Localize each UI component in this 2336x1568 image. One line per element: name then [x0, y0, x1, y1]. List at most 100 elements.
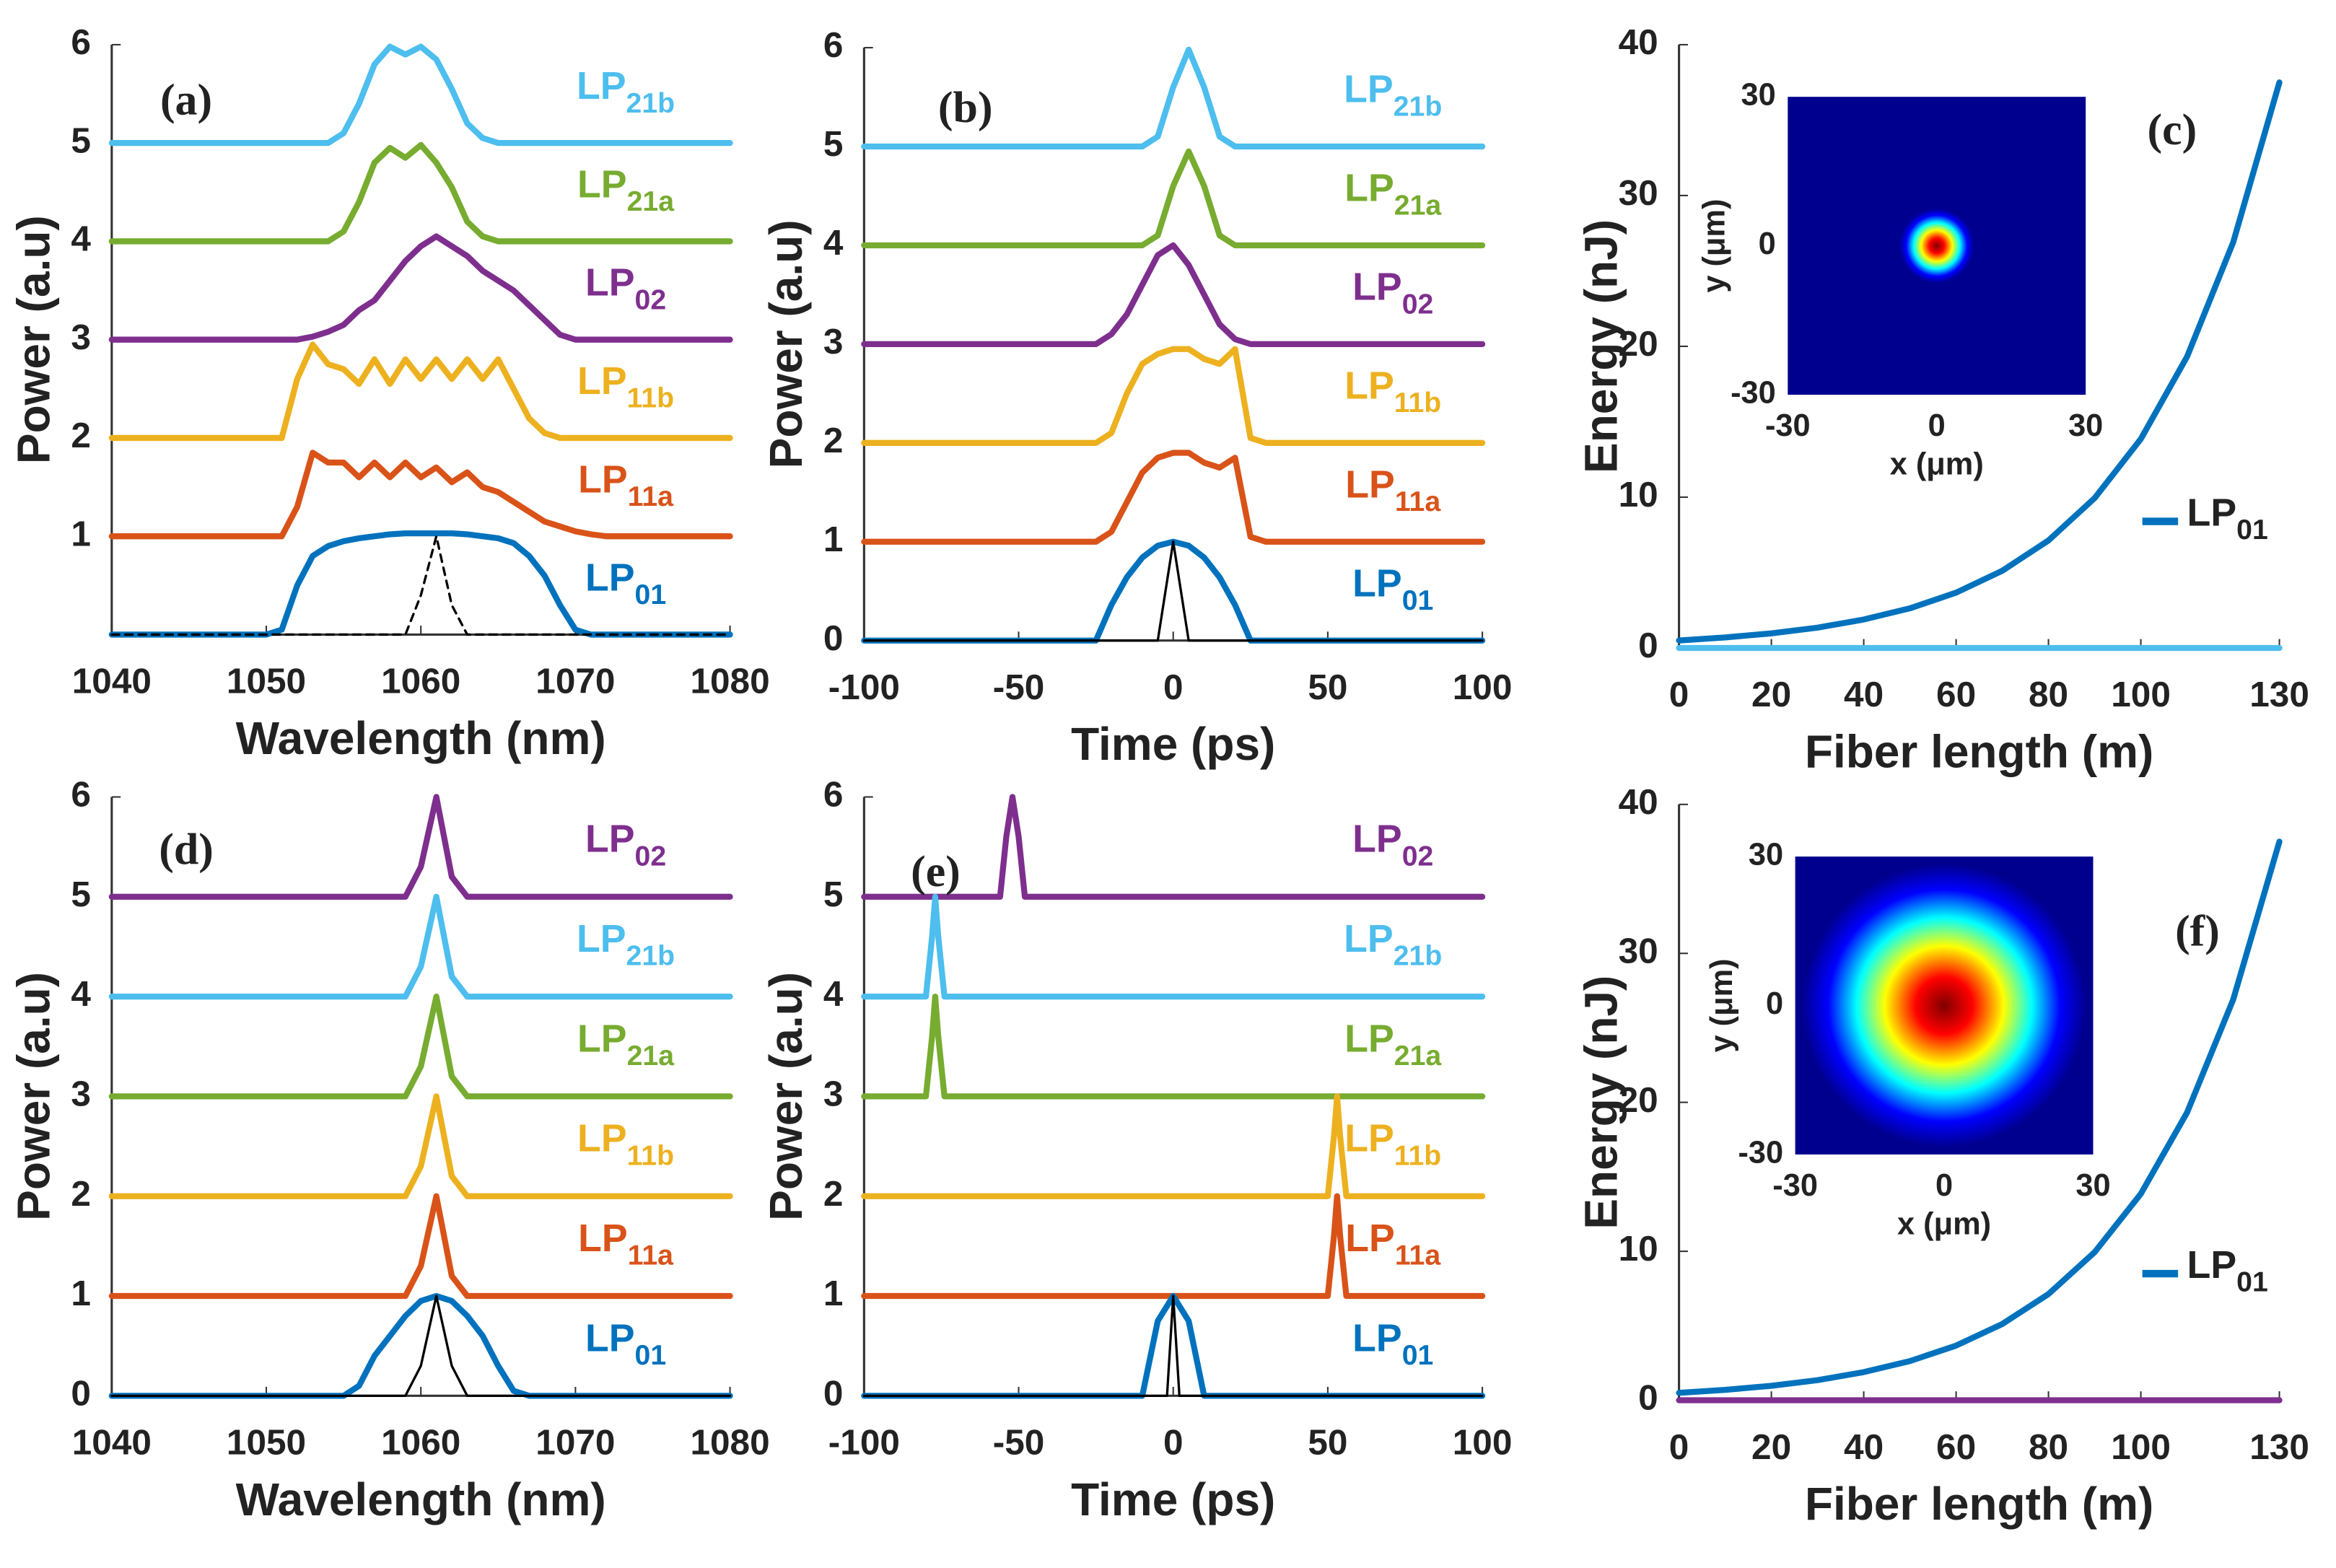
y-tick-label: 1 — [823, 1274, 844, 1313]
y-tick-label: 30 — [1619, 173, 1658, 213]
y-axis-label: Power (a.u) — [8, 972, 60, 1221]
y-tick-label: 5 — [71, 875, 91, 914]
x-tick-label: 1050 — [227, 1423, 306, 1463]
x-tick-label: 40 — [1844, 1427, 1884, 1467]
x-tick-label: 1040 — [72, 662, 152, 701]
inset-y-tick-label: 30 — [1749, 837, 1783, 872]
legend-label: LP01 — [2187, 491, 2268, 546]
y-tick-label: 4 — [823, 974, 844, 1014]
legend-label: LP02 — [1352, 266, 1433, 320]
y-tick-label: 1 — [823, 520, 844, 559]
y-axis-label: Power (a.u) — [8, 215, 60, 464]
legend-label: LP02 — [1352, 818, 1433, 872]
x-tick-label: 1040 — [72, 1423, 152, 1463]
series-line — [110, 535, 732, 636]
panel-label: (e) — [911, 847, 961, 896]
x-tick-label: 1060 — [381, 1423, 460, 1463]
x-tick-label: 100 — [1453, 1423, 1513, 1463]
y-tick-label: 5 — [823, 124, 844, 164]
legend-label: LP11a — [1345, 463, 1441, 518]
y-axis-label: Power (a.u) — [760, 972, 812, 1221]
x-tick-label: 1080 — [690, 662, 769, 701]
x-tick-label: 130 — [2249, 1427, 2309, 1467]
series-line — [861, 46, 1486, 150]
series-line — [862, 1295, 1484, 1398]
inset-y-tick-label: -30 — [1738, 1135, 1783, 1170]
x-tick-label: 0 — [1669, 1427, 1689, 1467]
y-tick-label: 0 — [823, 1373, 844, 1413]
y-tick-label: 0 — [823, 618, 844, 658]
panel-label: (b) — [938, 83, 993, 132]
legend-label: LP01 — [1352, 1316, 1433, 1371]
x-tick-label: 20 — [1751, 1427, 1791, 1467]
series-line — [108, 341, 733, 442]
series-line — [861, 242, 1486, 348]
x-tick-label: -100 — [828, 667, 900, 707]
x-tick-label: 1070 — [535, 1423, 615, 1463]
legend-label: LP21b — [577, 917, 675, 972]
series-line — [861, 1193, 1486, 1300]
legend-label: LP21a — [1344, 1017, 1442, 1072]
inset-x-tick-label: 30 — [2068, 408, 2103, 443]
x-axis-label: Fiber length (m) — [1805, 726, 2153, 778]
x-tick-label: 80 — [2029, 675, 2068, 714]
legend-label: LP02 — [585, 818, 666, 872]
series-line — [108, 893, 733, 1000]
panel-label: (d) — [159, 825, 214, 874]
series-line — [1676, 838, 2283, 1396]
x-tick-label: -50 — [993, 667, 1045, 707]
y-tick-label: 40 — [1619, 782, 1658, 822]
y-tick-label: 5 — [71, 121, 91, 160]
y-axis-label: Energy (nJ) — [1575, 976, 1627, 1230]
inset-x-label: x (μm) — [1890, 447, 1984, 482]
x-tick-label: 50 — [1308, 1423, 1347, 1463]
x-tick-label: 130 — [2249, 675, 2309, 714]
x-axis-label: Time (ps) — [1071, 718, 1275, 770]
panel-label: (f) — [2175, 907, 2220, 956]
x-axis-label: Wavelength (nm) — [236, 1473, 606, 1525]
series-line — [862, 540, 1484, 642]
series-line — [861, 794, 1486, 900]
x-tick-label: 60 — [1936, 675, 1976, 714]
y-tick-label: 3 — [71, 1074, 91, 1114]
x-tick-label: 1080 — [690, 1423, 769, 1463]
y-tick-label: 20 — [1619, 1080, 1658, 1120]
legend-label: LP02 — [585, 261, 666, 316]
y-tick-label: 3 — [823, 322, 844, 362]
x-tick-label: 1070 — [535, 662, 615, 701]
panel-label: (c) — [2148, 105, 2197, 154]
legend-label: LP11b — [577, 1117, 674, 1172]
y-tick-label: 6 — [71, 775, 91, 815]
x-tick-label: 0 — [1163, 1423, 1184, 1463]
x-tick-label: 100 — [2111, 675, 2171, 714]
series-line — [861, 450, 1486, 545]
legend-label: LP21a — [1344, 167, 1442, 222]
legend-label: LP11b — [1344, 1117, 1441, 1172]
y-tick-label: 2 — [823, 1174, 844, 1214]
series-line — [861, 1093, 1486, 1199]
x-tick-label: 100 — [2111, 1427, 2171, 1467]
series-line — [861, 993, 1486, 1100]
series-line — [861, 893, 1486, 1000]
x-tick-label: 60 — [1936, 1427, 1976, 1467]
y-tick-label: 2 — [823, 421, 844, 460]
y-tick-label: 3 — [823, 1074, 844, 1114]
y-axis-label: Energy (nJ) — [1575, 219, 1627, 473]
y-tick-label: 30 — [1619, 931, 1658, 971]
inset-x-tick-label: 0 — [1928, 408, 1946, 443]
mode-spot — [1899, 209, 1974, 284]
legend-label: LP01 — [2187, 1243, 2268, 1298]
y-tick-label: 3 — [71, 317, 91, 357]
x-tick-label: 0 — [1669, 675, 1689, 714]
y-axis-label: Power (a.u) — [760, 219, 812, 468]
y-tick-label: 4 — [71, 219, 91, 259]
y-tick-label: 0 — [1638, 1378, 1658, 1418]
legend-label: LP01 — [1352, 562, 1433, 617]
inset-x-tick-label: 30 — [2075, 1168, 2110, 1203]
y-tick-label: 5 — [823, 875, 844, 914]
series-line — [110, 1295, 732, 1398]
inset-y-label: y (μm) — [1705, 958, 1739, 1052]
y-tick-label: 6 — [71, 22, 91, 62]
series-line — [108, 43, 733, 146]
